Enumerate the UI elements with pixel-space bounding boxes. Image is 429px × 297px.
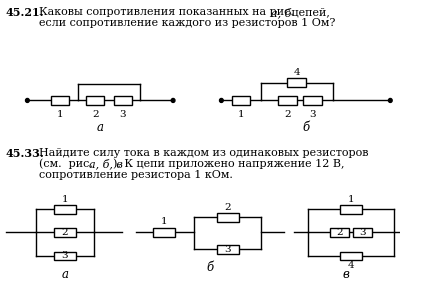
Bar (330, 228, 348, 237)
Text: ). К цепи приложено напряжение 12 В,: ). К цепи приложено напряжение 12 В, (113, 159, 344, 170)
Bar (86, 96, 104, 105)
Text: б: б (302, 121, 309, 134)
Text: б: б (207, 261, 214, 274)
Text: 1: 1 (160, 217, 167, 226)
Text: 3: 3 (224, 244, 231, 254)
Bar (51, 96, 69, 105)
Text: 3: 3 (359, 228, 366, 237)
Bar (340, 252, 362, 260)
Text: 2: 2 (92, 110, 98, 119)
Bar (303, 96, 322, 105)
Text: а, б: а, б (272, 7, 292, 18)
Text: 4: 4 (347, 261, 354, 270)
Circle shape (171, 99, 175, 102)
Text: 1: 1 (347, 195, 354, 204)
Text: 2: 2 (224, 203, 231, 212)
Text: (см.  рис.: (см. рис. (39, 159, 96, 170)
Bar (278, 96, 296, 105)
Text: 3: 3 (120, 110, 126, 119)
Bar (340, 205, 362, 214)
Text: 2: 2 (62, 228, 68, 237)
Text: в: в (343, 268, 350, 281)
Text: 3: 3 (62, 252, 68, 260)
Bar (54, 205, 76, 214)
Bar (114, 96, 132, 105)
Text: сопротивление резистора 1 кОм.: сопротивление резистора 1 кОм. (39, 170, 233, 180)
Bar (217, 245, 239, 254)
Bar (287, 78, 306, 87)
Bar (217, 213, 239, 222)
Text: 2: 2 (284, 110, 290, 119)
Bar (232, 96, 250, 105)
Text: а: а (61, 268, 69, 281)
Bar (353, 228, 372, 237)
Text: 45.21.: 45.21. (5, 7, 44, 18)
Text: а: а (97, 121, 104, 134)
Text: Каковы сопротивления показанных на рис.: Каковы сопротивления показанных на рис. (39, 7, 297, 17)
Bar (153, 228, 175, 237)
Circle shape (25, 99, 29, 102)
Text: Найдите силу тока в каждом из одинаковых резисторов: Найдите силу тока в каждом из одинаковых… (39, 148, 368, 158)
Circle shape (220, 99, 223, 102)
Text: если сопротивление каждого из резисторов 1 Ом?: если сопротивление каждого из резисторов… (39, 18, 335, 28)
Text: 1: 1 (62, 195, 68, 204)
Text: 1: 1 (57, 110, 63, 119)
Text: 3: 3 (309, 110, 316, 119)
Bar (54, 252, 76, 260)
Text: 45.33.: 45.33. (5, 148, 44, 159)
Circle shape (388, 99, 392, 102)
Text: цепей,: цепей, (288, 7, 330, 17)
Text: 4: 4 (293, 68, 300, 77)
Text: 1: 1 (238, 110, 244, 119)
Bar (54, 228, 76, 237)
Text: 2: 2 (336, 228, 343, 237)
Text: а, б, в: а, б, в (89, 159, 123, 170)
